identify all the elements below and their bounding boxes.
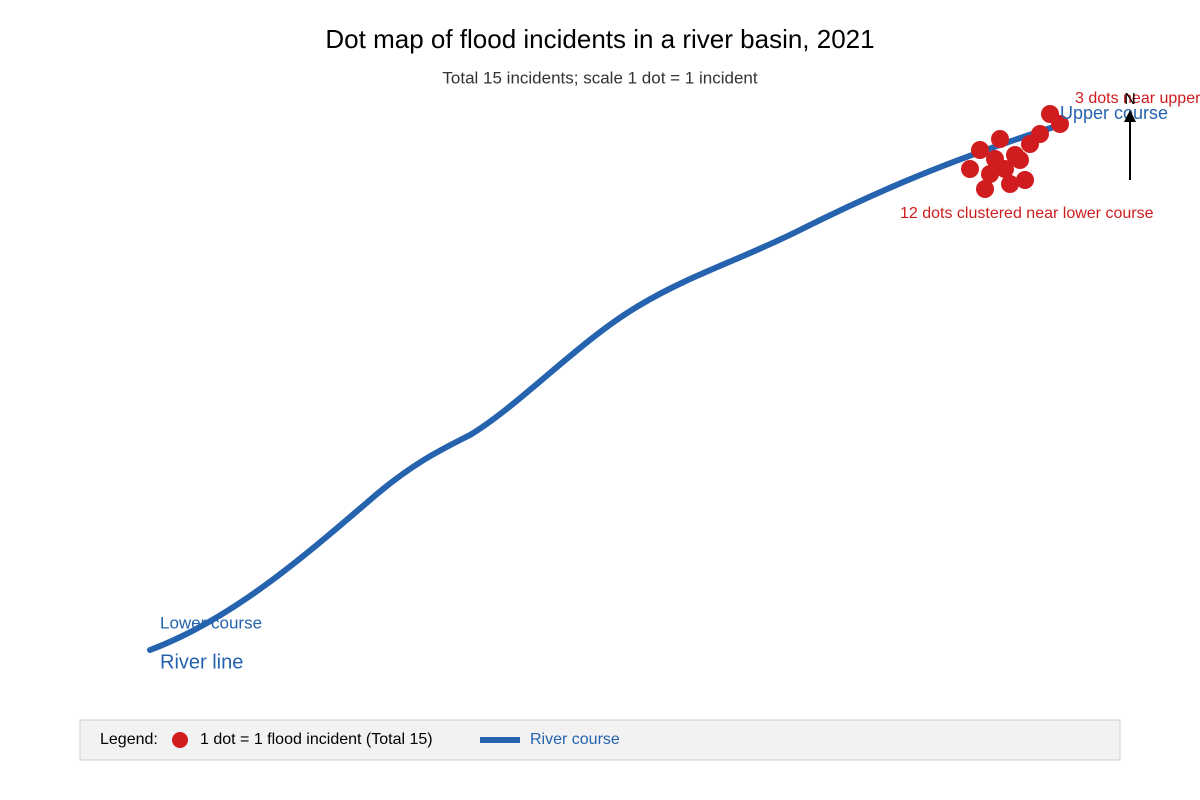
incident-dot xyxy=(996,160,1014,178)
legend-entry: 1 dot = 1 flood incident (Total 15) xyxy=(200,731,433,748)
incident-dot xyxy=(991,130,1009,148)
incident-dot xyxy=(981,165,999,183)
legend-dot xyxy=(172,732,188,748)
annotation: 12 dots clustered near lower course xyxy=(900,205,1154,222)
north-label: N xyxy=(1124,91,1136,108)
legend-title: Legend: xyxy=(100,731,158,748)
incident-dot xyxy=(1001,175,1019,193)
place-label: Lower course xyxy=(160,613,262,632)
title: Dot map of flood incidents in a river ba… xyxy=(325,24,874,54)
subtitle: Total 15 incidents; scale 1 dot = 1 inci… xyxy=(442,68,757,87)
river xyxy=(147,122,1063,653)
incident-dot xyxy=(1021,135,1039,153)
incident-dot xyxy=(1011,151,1029,169)
annotation: 3 dots near upper xyxy=(1075,90,1200,107)
legend-box xyxy=(79,719,1121,761)
north-arrow-head xyxy=(1124,110,1136,122)
incident-dot xyxy=(976,180,994,198)
incident-dot xyxy=(1016,171,1034,189)
place-label: Upper course xyxy=(1060,103,1168,123)
incident-dots xyxy=(961,105,1069,198)
incident-dot xyxy=(1051,115,1069,133)
incident-dot xyxy=(961,160,979,178)
place-label: River line xyxy=(160,651,243,673)
incident-dot xyxy=(971,141,989,159)
legend-entry: River course xyxy=(530,731,620,748)
